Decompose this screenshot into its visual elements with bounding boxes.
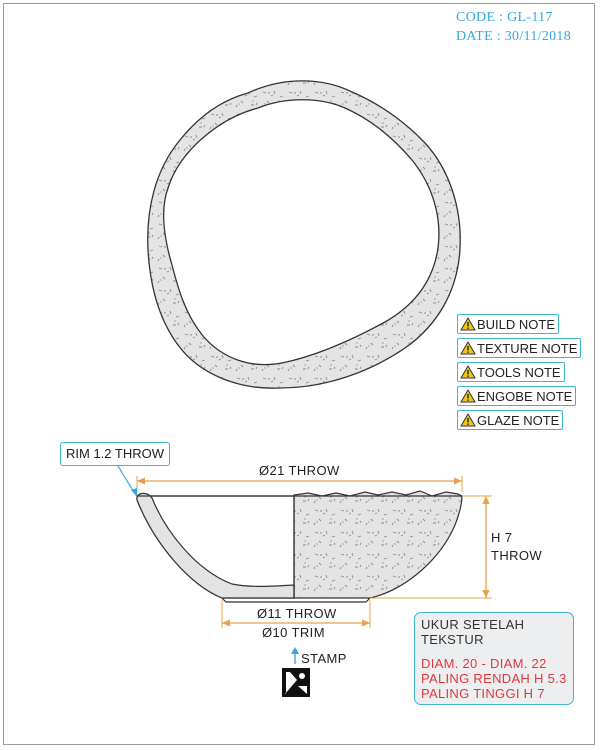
measurement-note-box: UKUR SETELAH TEKSTUR DIAM. 20 - DIAM. 22… bbox=[414, 612, 574, 705]
measure-min-height: PALING RENDAH H 5.3 bbox=[421, 671, 567, 686]
warning-icon bbox=[460, 365, 476, 379]
foot-trim-label: Ø10 TRIM bbox=[262, 625, 325, 640]
drawing-date: DATE : 30/11/2018 bbox=[456, 29, 572, 44]
warning-icon bbox=[460, 317, 476, 331]
height-label-line1: H 7 bbox=[491, 530, 513, 545]
drawing-header: CODE : GL-117 DATE : 30/11/2018 bbox=[456, 8, 571, 46]
foot-throw-label: Ø11 THROW bbox=[257, 606, 337, 621]
stamp-mark bbox=[282, 668, 310, 697]
drawing-frame bbox=[3, 3, 595, 745]
rim-callout: RIM 1.2 THROW bbox=[60, 442, 170, 466]
note-build[interactable]: BUILD NOTE bbox=[457, 314, 560, 334]
measure-diameter-range: DIAM. 20 - DIAM. 22 bbox=[421, 656, 547, 671]
note-engobe[interactable]: ENGOBE NOTE bbox=[457, 386, 577, 406]
warning-icon bbox=[460, 413, 476, 427]
top-view-ring bbox=[147, 80, 461, 389]
dimension-foot bbox=[221, 600, 371, 628]
dimension-height bbox=[370, 495, 492, 599]
note-label: GLAZE NOTE bbox=[477, 412, 560, 428]
note-label: TOOLS NOTE bbox=[477, 364, 561, 380]
dimension-top-diameter bbox=[136, 476, 463, 492]
product-code: CODE : GL-117 bbox=[456, 10, 553, 25]
note-glaze[interactable]: GLAZE NOTE bbox=[457, 410, 564, 430]
notes-list: BUILD NOTE TEXTURE NOTE TOOLS NOTE ENGOB… bbox=[457, 314, 582, 434]
note-texture[interactable]: TEXTURE NOTE bbox=[457, 338, 582, 358]
measure-max-height: PALING TINGGI H 7 bbox=[421, 686, 545, 701]
note-label: TEXTURE NOTE bbox=[477, 340, 578, 356]
measure-title-line1: UKUR SETELAH bbox=[421, 617, 525, 632]
top-diameter-label: Ø21 THROW bbox=[259, 463, 340, 478]
warning-icon bbox=[460, 389, 476, 403]
stamp-label: STAMP bbox=[301, 651, 347, 666]
note-tools[interactable]: TOOLS NOTE bbox=[457, 362, 565, 382]
warning-icon bbox=[460, 341, 476, 355]
note-label: BUILD NOTE bbox=[477, 316, 556, 332]
note-label: ENGOBE NOTE bbox=[477, 388, 573, 404]
rim-leader bbox=[117, 465, 137, 497]
height-label-line2: THROW bbox=[491, 548, 543, 563]
stamp-arrow bbox=[291, 647, 299, 664]
measure-title-line2: TEKSTUR bbox=[421, 632, 484, 647]
side-view-bowl bbox=[136, 490, 463, 603]
